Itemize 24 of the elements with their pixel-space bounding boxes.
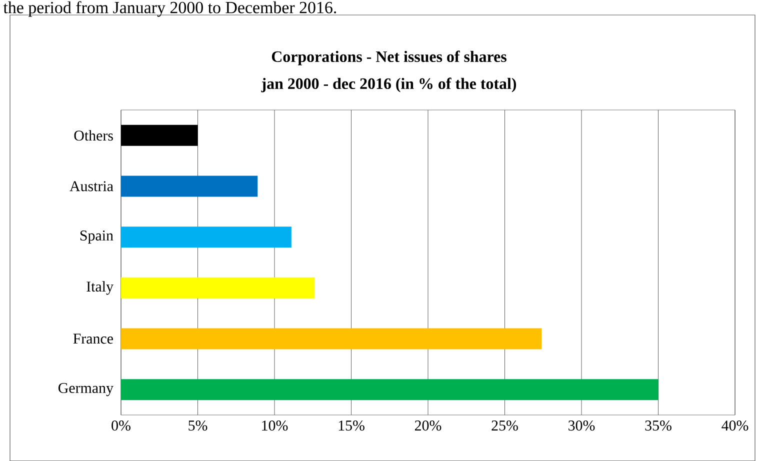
bar bbox=[121, 328, 542, 350]
y-tick-label: Italy bbox=[86, 281, 114, 295]
bar bbox=[121, 124, 198, 146]
x-tick-label: 15% bbox=[338, 420, 364, 431]
x-tick-label: 20% bbox=[414, 420, 442, 431]
x-tick-label: 30% bbox=[568, 420, 595, 431]
text: the period from January 2000 to December 2016. bbox=[3, 1, 336, 17]
chart-title: Corporations - Net issues of shares bbox=[272, 50, 506, 66]
bar bbox=[121, 277, 314, 298]
y-tick-label: France bbox=[73, 334, 113, 344]
x-tick-label: 5% bbox=[188, 420, 208, 431]
y-tick-label: Others bbox=[74, 130, 113, 141]
chart-subtitle: jan 2000 - dec 2016 (in % of the total) bbox=[261, 78, 516, 92]
x-tick-label: 10% bbox=[262, 420, 288, 431]
bar bbox=[121, 176, 258, 197]
x-tick-label: 0% bbox=[112, 420, 130, 431]
y-tick-label: Germany bbox=[58, 383, 114, 396]
y-tick-label: Spain bbox=[80, 230, 114, 244]
x-tick-label: 35% bbox=[645, 420, 672, 431]
bar bbox=[121, 226, 292, 248]
x-tick-label: 40% bbox=[722, 420, 748, 431]
bar bbox=[121, 379, 658, 400]
y-tick-label: Austria bbox=[70, 181, 114, 192]
x-tick-label: 25% bbox=[492, 420, 518, 431]
